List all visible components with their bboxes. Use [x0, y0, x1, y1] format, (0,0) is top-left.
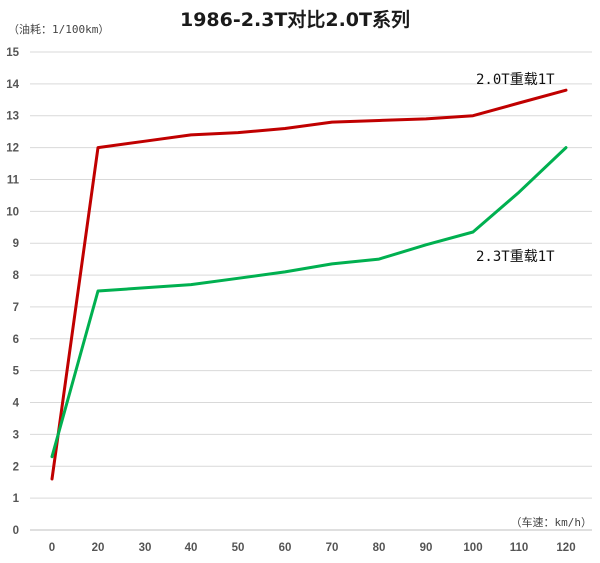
- y-tick-label: 11: [7, 174, 20, 186]
- y-tick-label: 5: [13, 366, 20, 378]
- y-tick-label: 14: [6, 79, 19, 91]
- series-label: 2.0T重载1T: [476, 72, 555, 88]
- series-lines: [50, 88, 568, 481]
- x-tick-label: 40: [185, 542, 198, 554]
- y-tick-label: 6: [13, 334, 19, 346]
- x-tick-label: 90: [420, 542, 433, 554]
- gridlines: [30, 51, 592, 531]
- y-tick-label: 1: [13, 493, 20, 505]
- y-tick-label: 2: [13, 461, 19, 473]
- y-tick-label: 9: [13, 238, 19, 250]
- x-tick-label: 0: [49, 542, 55, 554]
- y-tick-label: 15: [6, 47, 19, 59]
- y-axis-label: （油耗：1/100km）: [8, 22, 109, 36]
- x-tick-label: 120: [556, 542, 575, 554]
- y-tick-label: 7: [13, 302, 19, 314]
- x-tick-label: 20: [92, 542, 105, 554]
- x-axis-label: （车速：km/h）: [511, 515, 593, 529]
- x-tick-label: 110: [510, 542, 529, 554]
- x-tick-label: 70: [326, 542, 339, 554]
- y-tick-label: 8: [13, 270, 20, 282]
- y-tick-label: 12: [6, 143, 19, 155]
- y-tick-label: 3: [13, 429, 19, 441]
- chart-title: 1986-2.3T对比2.0T系列: [180, 8, 410, 31]
- y-tick-label: 13: [6, 111, 19, 123]
- y-tick-label: 4: [13, 398, 20, 410]
- x-tick-label: 30: [139, 542, 152, 554]
- series-label: 2.3T重载1T: [476, 249, 555, 265]
- series-labels: 2.0T重载1T 2.3T重载1T: [476, 72, 555, 265]
- series-line-green: [50, 146, 568, 459]
- x-tick-labels: 0 20 30 40 50 60 70 80 90 100 110 120: [49, 542, 576, 554]
- series-line-red: [50, 88, 568, 481]
- x-tick-label: 80: [373, 542, 386, 554]
- x-tick-label: 60: [279, 542, 292, 554]
- y-tick-label: 0: [13, 525, 19, 537]
- y-tick-label: 10: [6, 206, 19, 218]
- x-tick-label: 100: [463, 542, 482, 554]
- x-tick-label: 50: [232, 542, 245, 554]
